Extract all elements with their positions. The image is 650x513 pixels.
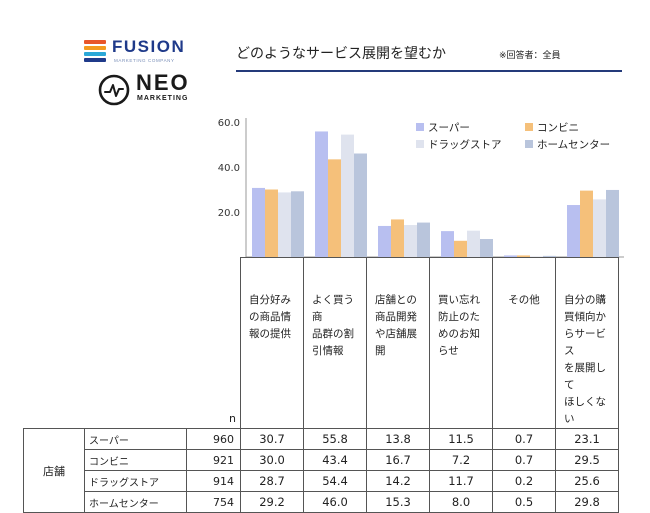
row-label: スーパー <box>84 428 187 450</box>
bar-4-5 <box>543 255 556 257</box>
legend-label: ホームセンター <box>537 139 610 151</box>
bar-2-3 <box>391 219 404 257</box>
row-label: ホームセンター <box>84 491 187 513</box>
n-column-header: n <box>186 257 241 429</box>
y-tick-label: 40.0 <box>218 163 240 174</box>
fusion-logo: FUSION MARKETING COMPANY <box>84 37 204 68</box>
column-header: よく買う商 品群の割 引情報 <box>303 257 367 429</box>
table-cell: 0.7 <box>492 449 556 471</box>
bar-4-3 <box>417 222 430 257</box>
table-cell: 28.7 <box>240 470 304 492</box>
table-cell: 23.1 <box>555 428 619 450</box>
bar-3-4 <box>467 230 480 257</box>
bar-3-5 <box>530 256 543 258</box>
legend-label: ドラッグストア <box>428 138 502 151</box>
legend-label: スーパー <box>428 122 470 134</box>
bar-2-6 <box>580 190 593 257</box>
fusion-logo-text: FUSION <box>112 37 186 56</box>
neo-logo-text: NEO <box>136 70 190 95</box>
table-cell: 55.8 <box>303 428 367 450</box>
row-label: ドラッグストア <box>84 470 187 492</box>
bar-1-5 <box>504 255 517 257</box>
bar-2-1 <box>265 189 278 257</box>
neo-logo: NEO MARKETING <box>98 70 208 108</box>
row-n-value: 960 <box>186 428 241 450</box>
table-cell: 7.2 <box>429 449 493 471</box>
column-header: 自分の購 買傾向か らサービス を展開して ほしくない <box>555 257 619 429</box>
table-cell: 0.7 <box>492 428 556 450</box>
bar-3-6 <box>593 199 606 257</box>
row-n-value: 754 <box>186 491 241 513</box>
table-corner-blank <box>85 258 187 429</box>
table-cell: 46.0 <box>303 491 367 513</box>
table-cell: 14.2 <box>366 470 430 492</box>
table-cell: 0.5 <box>492 491 556 513</box>
legend-swatch <box>416 140 424 148</box>
fusion-logo-subtext: MARKETING COMPANY <box>114 58 175 63</box>
table-cell: 15.3 <box>366 491 430 513</box>
table-header-row: n 自分好み の商品情 報の提供 よく買う商 品群の割 引情報 店舗との 商品開発 や店舗展開買い… <box>24 257 619 429</box>
legend-label: コンビニ <box>537 122 579 134</box>
table-row: 店舗 スーパー 960 30.7 55.8 13.8 11.5 0.7 23.1 <box>23 428 619 513</box>
bar-1-1 <box>252 187 265 257</box>
data-table: n 自分好み の商品情 報の提供 よく買う商 品群の割 引情報 店舗との 商品開発 や店舗展開買い… <box>23 257 619 513</box>
table-cell: 30.7 <box>240 428 304 450</box>
column-header: 買い忘れ 防止のた めのお知 らせ <box>429 257 493 429</box>
row-n-value: 921 <box>186 449 241 471</box>
title-bar: どのようなサービス展開を望むか ※回答者：全員 <box>236 40 622 72</box>
bar-4-4 <box>480 239 493 257</box>
table-cell: 29.5 <box>555 449 619 471</box>
table-corner-blank <box>24 258 85 429</box>
bar-2-2 <box>328 159 341 257</box>
bar-4-6 <box>606 189 619 257</box>
row-label: コンビニ <box>84 449 187 471</box>
column-header: 店舗との 商品開発 や店舗展開 <box>366 257 430 429</box>
bar-3-2 <box>341 134 354 257</box>
legend-swatch <box>416 123 424 131</box>
neo-logo-subtext: MARKETING <box>137 95 189 102</box>
table-cell: 54.4 <box>303 470 367 492</box>
bar-2-5 <box>517 255 530 257</box>
title-note: ※回答者：全員 <box>499 51 561 61</box>
table-cell: 16.7 <box>366 449 430 471</box>
table-cell: 29.8 <box>555 491 619 513</box>
bar-3-3 <box>404 225 417 257</box>
table-cell: 11.5 <box>429 428 493 450</box>
table-cell: 0.2 <box>492 470 556 492</box>
row-n-value: 914 <box>186 470 241 492</box>
bar-2-4 <box>454 240 467 257</box>
bar-1-4 <box>441 231 454 257</box>
y-tick-label: 20.0 <box>218 208 240 219</box>
bar-4-1 <box>291 191 304 257</box>
y-tick-label: 60.0 <box>218 118 240 129</box>
table-cell: 8.0 <box>429 491 493 513</box>
page-title: どのようなサービス展開を望むか <box>236 46 446 62</box>
table-cell: 25.6 <box>555 470 619 492</box>
table-row: ドラッグストア 914 28.7 54.4 14.2 11.7 0.2 25.6 <box>24 470 619 492</box>
table-cell: 43.4 <box>303 449 367 471</box>
legend-swatch <box>525 123 533 131</box>
column-header: その他 <box>492 257 556 429</box>
bar-3-1 <box>278 192 291 257</box>
bar-1-3 <box>378 225 391 257</box>
neo-logo-icon <box>98 74 130 106</box>
bar-4-2 <box>354 153 367 257</box>
table-cell: 11.7 <box>429 470 493 492</box>
bar-1-2 <box>315 131 328 257</box>
table-row: ホームセンター 754 29.2 46.0 15.3 8.0 0.5 29.8 <box>24 491 619 513</box>
row-group-label: 店舗 <box>23 428 85 513</box>
bar-1-6 <box>567 205 580 257</box>
table-cell: 29.2 <box>240 491 304 513</box>
table-cell: 13.8 <box>366 428 430 450</box>
legend-swatch <box>525 140 533 148</box>
table-row: コンビニ 921 30.0 43.4 16.7 7.2 0.7 29.5 <box>24 449 619 471</box>
column-header: 自分好み の商品情 報の提供 <box>240 257 304 429</box>
table-cell: 30.0 <box>240 449 304 471</box>
